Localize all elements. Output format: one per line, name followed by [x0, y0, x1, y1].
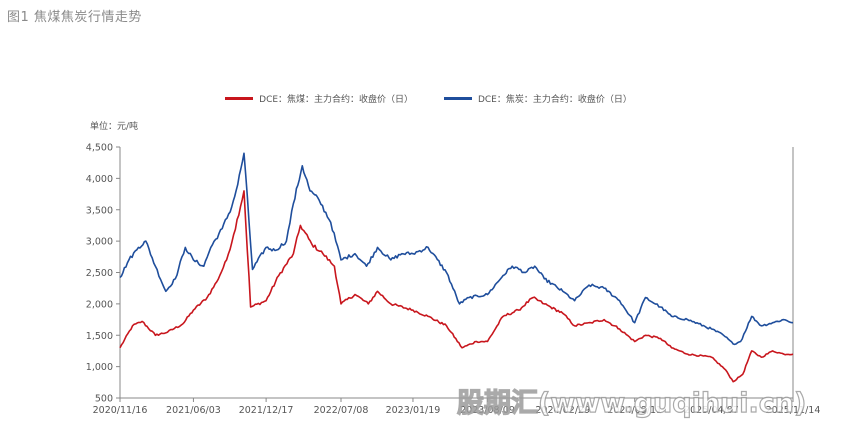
x-tick-label: 2024/09/11: [607, 405, 662, 416]
y-tick-label: 2,500: [86, 268, 113, 279]
x-tick-label: 2025/11/14: [766, 405, 821, 416]
legend-label-coke: DCE：焦炭：主力合约：收盘价（日）: [477, 95, 632, 105]
y-tick-label: 3,000: [86, 237, 113, 248]
legend-swatch-coking-coal: [225, 97, 254, 100]
legend-item-coking-coal: DCE：焦煤：主力合约：收盘价（日）: [225, 92, 413, 105]
figure-title: 图1 焦煤焦炭行情走势: [7, 10, 142, 25]
y-tick-label: 1,000: [86, 362, 113, 373]
series-line-coking-coal: [119, 190, 794, 383]
legend-swatch-coke: [443, 97, 472, 100]
series-line-coke: [119, 152, 794, 346]
x-tick-label: 2023/08/09: [460, 405, 515, 416]
y-tick-label: 1,500: [86, 331, 113, 342]
x-tick-label: 2020/11/16: [93, 405, 148, 416]
y-tick-label: 4,000: [86, 174, 113, 185]
x-tick-label: 2021/06/03: [166, 405, 221, 416]
x-tick-label: 2023/01/19: [386, 405, 441, 416]
chart-legend: DCE：焦煤：主力合约：收盘价（日） DCE：焦炭：主力合约：收盘价（日）: [0, 92, 857, 105]
x-tick-label: 2025/04/07: [684, 405, 739, 416]
y-tick-label: 3,500: [86, 205, 113, 216]
watermark-text: 股期汇(www.guqihui.cn): [457, 388, 806, 419]
legend-label-coking-coal: DCE：焦煤：主力合约：收盘价（日）: [259, 95, 414, 105]
unit-label: 单位：元/吨: [90, 122, 139, 132]
legend-item-coke: DCE：焦炭：主力合约：收盘价（日）: [443, 92, 632, 105]
x-tick-label: 2022/07/08: [314, 405, 369, 416]
y-tick-label: 500: [95, 394, 113, 405]
y-tick-label: 4,500: [86, 143, 113, 154]
y-tick-label: 2,000: [86, 299, 113, 310]
x-tick-label: 2021/12/17: [239, 405, 294, 416]
x-tick-label: 2024/02/29: [535, 405, 590, 416]
